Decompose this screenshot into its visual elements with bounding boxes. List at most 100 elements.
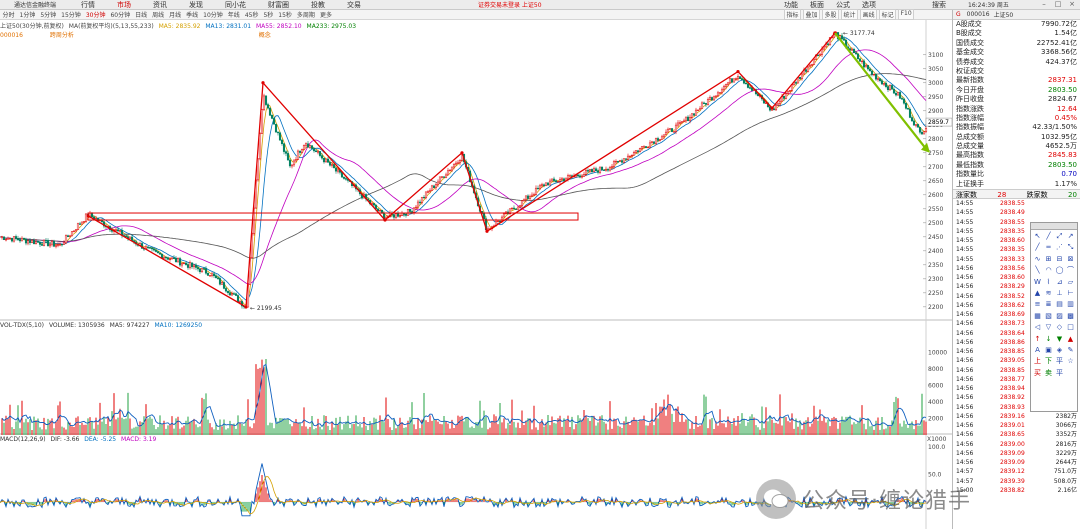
tool-button[interactable]: 指标 — [784, 9, 802, 20]
period-tab[interactable]: 周线 — [152, 12, 165, 19]
menu-item[interactable]: 同小花 — [225, 0, 247, 9]
minimize-icon[interactable]: – — [1042, 0, 1046, 8]
draw-tool-icon[interactable]: ↓ — [1045, 334, 1052, 343]
draw-tool-icon[interactable]: ▲ — [1067, 334, 1074, 343]
draw-tool-icon[interactable]: ≡ — [1034, 300, 1041, 309]
tool-button[interactable]: 叠加 — [803, 9, 821, 20]
draw-tool-icon[interactable] — [1065, 368, 1076, 379]
draw-tool-icon[interactable]: ⊿ — [1056, 277, 1063, 286]
drawing-toolbox[interactable]: ↖ ╱ ⤢ ↗ ╱ ═ ⋰ ⤡ ∿ ⊞ ⊟ ⊠ ╲ ◠ ◯ ⌒ W ⌇ ⊿ ▱ ▲ ≋ ⊥ ⊢ ≡ ≣ ▤ ▥ ▦ ▧ ▨ ▩ ◁ ▽ ◇ □ ↑ ↓ ▼ ▲… — [1030, 222, 1078, 412]
right-menu-item[interactable]: 公式 — [836, 0, 850, 9]
period-tab[interactable]: 1分钟 — [19, 12, 36, 19]
period-tab[interactable]: 月线 — [169, 12, 182, 19]
tick-row[interactable]: 14:56 2838.85 — [953, 347, 1080, 356]
tick-row[interactable]: 14:55 2838.55 — [953, 218, 1080, 227]
draw-tool-icon[interactable]: 下 — [1045, 357, 1052, 366]
tag-concept[interactable]: 概念 — [258, 32, 271, 39]
tick-row[interactable]: 14:57 2839.12 751.0万 — [953, 467, 1080, 476]
draw-tool-icon[interactable]: ⊟ — [1056, 254, 1063, 263]
period-tab[interactable]: 日线 — [135, 12, 148, 19]
tick-row[interactable]: 14:56 2839.05 — [953, 356, 1080, 365]
tick-row[interactable]: 14:55 2838.35 — [953, 245, 1080, 254]
draw-tool-icon[interactable]: ▦ — [1034, 311, 1041, 320]
draw-tool-icon[interactable]: 卖 — [1045, 368, 1052, 377]
draw-tool-icon[interactable]: ∿ — [1034, 254, 1041, 263]
tick-row[interactable]: 14:56 2838.73 — [953, 319, 1080, 328]
tick-row[interactable]: 14:56 2838.85 — [953, 366, 1080, 375]
tool-button[interactable]: F10 — [898, 9, 915, 20]
menu-item[interactable]: 行情 — [81, 0, 96, 9]
tick-row[interactable]: 14:56 2839.16 2382万 — [953, 412, 1080, 421]
tick-row[interactable]: 14:56 2839.09 2644万 — [953, 458, 1080, 467]
draw-tool-icon[interactable]: ↗ — [1067, 232, 1074, 240]
draw-tool-icon[interactable]: ⤡ — [1067, 243, 1074, 252]
draw-tool-icon[interactable]: ◯ — [1055, 266, 1064, 275]
draw-tool-icon[interactable]: ◈ — [1056, 345, 1063, 354]
tick-row[interactable]: 14:56 2838.56 — [953, 264, 1080, 273]
menu-item[interactable]: 发现 — [189, 0, 204, 9]
draw-tool-icon[interactable]: ▩ — [1067, 311, 1074, 320]
draw-tool-icon[interactable]: ▥ — [1067, 300, 1074, 309]
tick-row[interactable]: 14:56 2839.09 3229万 — [953, 449, 1080, 458]
draw-tool-icon[interactable]: ≣ — [1045, 300, 1052, 309]
tick-row[interactable]: 14:56 2838.60 — [953, 273, 1080, 282]
draw-tool-icon[interactable]: ╱ — [1046, 232, 1051, 240]
tick-row[interactable]: 15:00 2838.82 2.16亿 — [953, 486, 1080, 495]
tick-row[interactable]: 14:55 2838.49 — [953, 208, 1080, 217]
draw-tool-icon[interactable]: ⋰ — [1056, 243, 1063, 252]
tick-row[interactable]: 14:56 2838.64 — [953, 329, 1080, 338]
tick-row[interactable]: 14:56 2839.00 2816万 — [953, 440, 1080, 449]
draw-tool-icon[interactable]: ◠ — [1045, 266, 1052, 275]
period-tab[interactable]: 年线 — [227, 12, 240, 19]
tick-row[interactable]: 14:56 2838.69 — [953, 310, 1080, 319]
search-button[interactable]: 搜索 — [932, 0, 946, 9]
draw-tool-icon[interactable]: ▧ — [1045, 311, 1052, 320]
menu-item[interactable]: 投教 — [311, 0, 326, 9]
draw-tool-icon[interactable]: ⊢ — [1067, 288, 1074, 297]
draw-tool-icon[interactable]: ◁ — [1034, 323, 1041, 332]
period-tab[interactable]: 60分钟 — [110, 12, 131, 19]
draw-tool-icon[interactable]: ▣ — [1045, 345, 1052, 354]
draw-tool-icon[interactable]: ╲ — [1035, 266, 1040, 275]
right-menu-item[interactable]: 选项 — [862, 0, 876, 9]
tag-analysis[interactable]: 跨周分析 — [49, 32, 74, 39]
tick-row[interactable]: 14:55 2838.33 — [953, 255, 1080, 264]
draw-tool-icon[interactable]: ⊠ — [1067, 254, 1074, 263]
tick-row[interactable]: 14:56 2838.65 3352万 — [953, 430, 1080, 439]
period-tab[interactable]: 多周期 — [296, 12, 315, 19]
tool-button[interactable]: 标记 — [879, 9, 897, 20]
period-tab[interactable]: 5分钟 — [40, 12, 57, 19]
close-icon[interactable]: × — [1069, 0, 1075, 8]
menu-item[interactable]: 财富圈 — [268, 0, 290, 9]
period-tab[interactable]: 15分钟 — [61, 12, 81, 19]
draw-tool-icon[interactable]: ▼ — [1056, 334, 1063, 343]
draw-tool-icon[interactable]: □ — [1067, 323, 1074, 332]
tick-row[interactable]: 14:55 2838.60 — [953, 236, 1080, 245]
period-tab[interactable]: 5秒 — [263, 12, 274, 19]
draw-tool-icon[interactable]: 平 — [1056, 368, 1063, 377]
tool-button[interactable]: 统计 — [841, 9, 859, 20]
right-menu-item[interactable]: 板面 — [810, 0, 824, 9]
draw-tool-icon[interactable]: ✎ — [1067, 345, 1074, 354]
draw-tool-icon[interactable]: ↖ — [1034, 232, 1041, 240]
tool-button[interactable]: 画线 — [860, 9, 878, 20]
tick-row[interactable]: 14:56 2838.62 — [953, 301, 1080, 310]
maximize-icon[interactable]: □ — [1054, 0, 1062, 8]
draw-tool-icon[interactable]: 买 — [1034, 368, 1041, 377]
period-tab[interactable]: 15秒 — [278, 12, 292, 19]
draw-tool-icon[interactable]: ↑ — [1034, 334, 1041, 343]
draw-tool-icon[interactable]: ▤ — [1056, 300, 1063, 309]
draw-tool-icon[interactable]: ▨ — [1056, 311, 1063, 320]
tick-row[interactable]: 14:56 2838.77 — [953, 375, 1080, 384]
draw-tool-icon[interactable]: ▱ — [1067, 277, 1074, 286]
period-tab[interactable]: 45秒 — [244, 12, 259, 19]
draw-tool-icon[interactable]: ⌇ — [1046, 277, 1051, 286]
period-tab[interactable]: 分时 — [2, 12, 15, 19]
draw-tool-icon[interactable]: 上 — [1034, 357, 1041, 366]
menu-item[interactable]: 资讯 — [153, 0, 168, 9]
menu-item[interactable]: 市场 — [117, 0, 132, 9]
tool-button[interactable]: 多股 — [822, 9, 840, 20]
tick-row[interactable]: 14:55 2838.35 — [953, 227, 1080, 236]
draw-tool-icon[interactable]: 平 — [1056, 357, 1063, 366]
tick-row[interactable]: 14:56 2838.86 — [953, 338, 1080, 347]
